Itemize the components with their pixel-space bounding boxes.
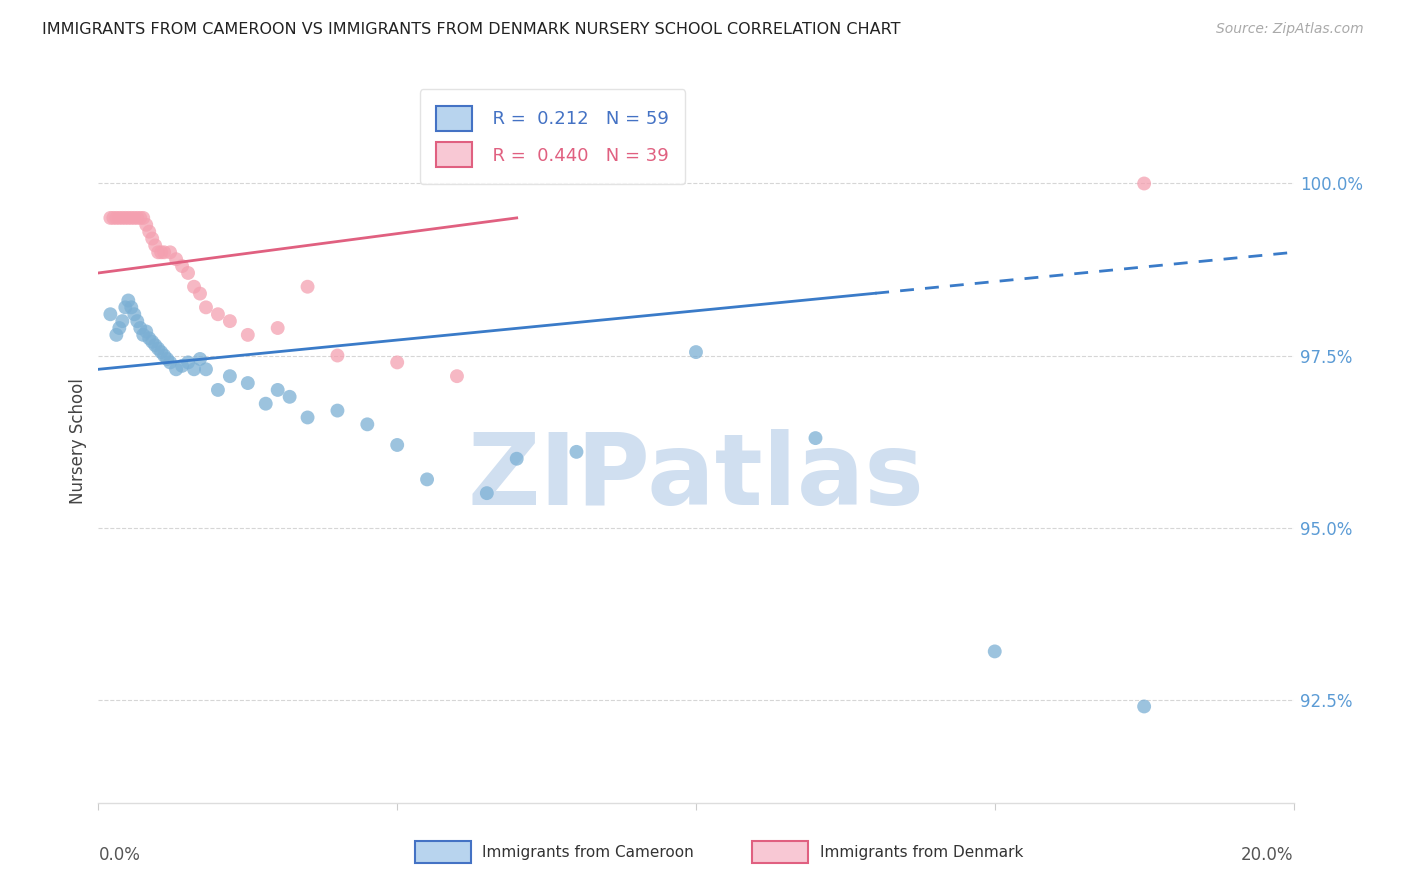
Text: Source: ZipAtlas.com: Source: ZipAtlas.com xyxy=(1216,22,1364,37)
Point xyxy=(159,245,181,260)
Point xyxy=(117,293,139,308)
Text: 20.0%: 20.0% xyxy=(1241,847,1294,864)
Point xyxy=(172,259,194,273)
Point xyxy=(132,327,155,342)
Point xyxy=(132,211,155,225)
Point xyxy=(105,211,128,225)
Point xyxy=(111,314,134,328)
Point xyxy=(129,321,152,335)
Point xyxy=(207,307,229,321)
Point xyxy=(138,225,160,239)
Point xyxy=(356,417,378,432)
Point xyxy=(165,252,187,267)
Point xyxy=(1133,177,1156,191)
Point xyxy=(143,238,166,252)
Legend:   R =  0.212   N = 59,   R =  0.440   N = 39: R = 0.212 N = 59, R = 0.440 N = 39 xyxy=(420,89,685,184)
Point xyxy=(148,245,170,260)
Point xyxy=(984,644,1007,658)
Point xyxy=(127,314,149,328)
Point xyxy=(117,211,139,225)
Y-axis label: Nursery School: Nursery School xyxy=(69,378,87,505)
Point xyxy=(177,355,200,369)
Text: 0.0%: 0.0% xyxy=(98,847,141,864)
Point xyxy=(506,451,529,466)
Point xyxy=(156,351,179,366)
Point xyxy=(108,211,131,225)
Point xyxy=(1133,699,1156,714)
Point xyxy=(254,397,277,411)
Point xyxy=(150,345,173,359)
Point xyxy=(120,211,142,225)
Point xyxy=(114,301,136,315)
Point xyxy=(236,376,259,390)
Point xyxy=(475,486,498,500)
Point xyxy=(326,403,349,417)
Text: Immigrants from Denmark: Immigrants from Denmark xyxy=(820,845,1024,860)
Point xyxy=(267,383,290,397)
Point xyxy=(267,321,290,335)
Point xyxy=(150,245,173,260)
Point xyxy=(385,355,409,369)
Point xyxy=(685,345,707,359)
Point xyxy=(183,279,205,293)
Point xyxy=(188,286,211,301)
Point xyxy=(183,362,205,376)
Point xyxy=(153,349,176,363)
Point xyxy=(565,445,588,459)
Point xyxy=(297,410,319,425)
Point xyxy=(124,211,146,225)
Text: IMMIGRANTS FROM CAMEROON VS IMMIGRANTS FROM DENMARK NURSERY SCHOOL CORRELATION C: IMMIGRANTS FROM CAMEROON VS IMMIGRANTS F… xyxy=(42,22,901,37)
Point xyxy=(135,325,157,339)
Point xyxy=(236,327,259,342)
Point xyxy=(141,231,163,245)
Point xyxy=(138,331,160,345)
Point xyxy=(141,334,163,349)
Point xyxy=(219,369,242,384)
Point xyxy=(120,301,142,315)
Point xyxy=(124,307,146,321)
Point xyxy=(326,349,349,363)
Point xyxy=(195,362,218,376)
Point xyxy=(98,211,122,225)
Point xyxy=(153,245,176,260)
Point xyxy=(219,314,242,328)
Point xyxy=(111,211,134,225)
Point xyxy=(103,211,125,225)
Point xyxy=(172,359,194,373)
Point xyxy=(416,472,439,486)
Point xyxy=(385,438,409,452)
Text: ZIPatlas: ZIPatlas xyxy=(468,429,924,526)
Point xyxy=(188,351,211,366)
Point xyxy=(129,211,152,225)
Point xyxy=(143,338,166,352)
Point xyxy=(207,383,229,397)
Point xyxy=(159,355,181,369)
Point xyxy=(278,390,301,404)
Point xyxy=(114,211,136,225)
Point xyxy=(446,369,468,384)
Point xyxy=(108,321,131,335)
Point xyxy=(135,218,157,232)
Point xyxy=(195,301,218,315)
Text: Immigrants from Cameroon: Immigrants from Cameroon xyxy=(482,845,695,860)
Point xyxy=(105,327,128,342)
Point xyxy=(165,362,187,376)
Point xyxy=(297,279,319,293)
Point xyxy=(804,431,827,445)
Point xyxy=(148,342,170,356)
Point xyxy=(127,211,149,225)
Point xyxy=(98,307,122,321)
Point xyxy=(177,266,200,280)
